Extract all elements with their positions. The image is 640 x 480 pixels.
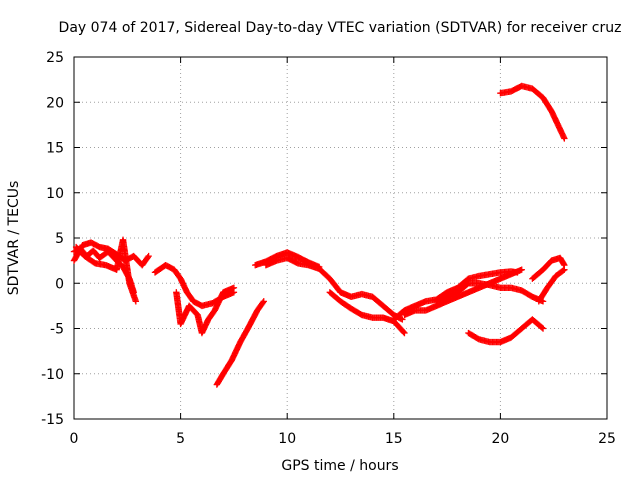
y-tick-label: -5 (50, 322, 64, 338)
y-tick-label: 0 (55, 276, 64, 292)
data-point (230, 284, 238, 291)
data-series (70, 82, 568, 388)
data-point (560, 267, 567, 274)
series-arc-11 (401, 266, 525, 319)
y-tick-label: 15 (46, 141, 64, 157)
series-arc-15 (529, 254, 568, 282)
data-point (144, 254, 152, 261)
series-arc-6 (213, 298, 267, 388)
x-tick-label: 5 (176, 431, 185, 447)
data-point (145, 252, 152, 260)
series-arc-13 (465, 316, 547, 346)
series-arc-16 (535, 266, 568, 305)
x-tick-label: 25 (598, 431, 616, 447)
x-tick-label: 15 (385, 431, 403, 447)
series-arc-4 (151, 261, 238, 310)
series-arc-3 (72, 236, 140, 305)
y-tick-label: 25 (46, 50, 64, 66)
y-tick-label: -15 (41, 412, 64, 428)
data-point (259, 299, 267, 306)
series-arc-5 (173, 284, 238, 337)
x-tick-label: 0 (70, 431, 79, 447)
x-tick-label: 10 (278, 431, 296, 447)
y-tick-label: 20 (46, 95, 64, 111)
series-arc-9 (326, 289, 408, 337)
data-point (538, 324, 546, 331)
series-arc-14 (497, 82, 568, 142)
grid-lines (74, 57, 607, 419)
x-tick-labels: 0 5 10 15 20 25 (70, 431, 616, 447)
data-point (561, 135, 568, 142)
chart-title: Day 074 of 2017, Sidereal Day-to-day VTE… (59, 20, 622, 36)
x-axis-label: GPS time / hours (281, 458, 398, 474)
series-arc-12 (433, 280, 547, 305)
data-point (561, 266, 568, 273)
y-axis-label: SDTVAR / TECUs (6, 181, 22, 296)
axis-ticks (73, 56, 608, 420)
series-arc-7 (252, 249, 323, 271)
data-point (132, 298, 140, 305)
y-tick-label: 10 (46, 186, 64, 202)
series-arc-8 (262, 254, 406, 323)
data-point (400, 328, 407, 336)
data-point (399, 316, 406, 323)
data-point (518, 266, 525, 273)
data-point (539, 325, 547, 332)
plot-frame (73, 56, 608, 420)
y-tick-label: 5 (55, 231, 64, 247)
data-point (401, 329, 408, 337)
y-tick-label: -10 (41, 367, 64, 383)
y-tick-labels: -15 -10 -5 0 5 10 15 20 25 (41, 50, 64, 428)
data-point (260, 298, 267, 305)
x-tick-label: 20 (491, 431, 509, 447)
